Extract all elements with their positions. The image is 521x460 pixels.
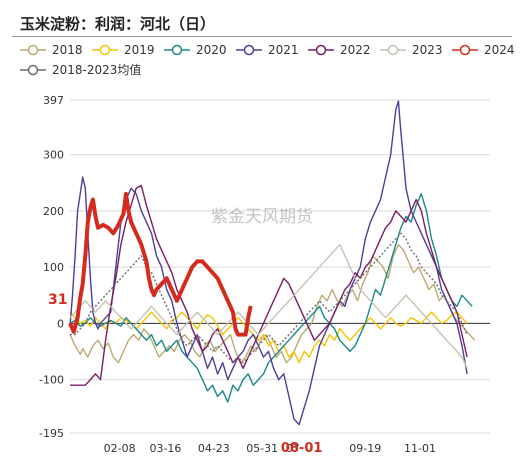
series-line (70, 184, 468, 386)
legend-swatch (452, 44, 478, 56)
x-tick-label: 11-01 (404, 442, 436, 455)
legend-label: 2018 (52, 43, 83, 57)
legend-swatch (308, 44, 334, 56)
legend-label: 2019 (124, 43, 155, 57)
legend-swatch (236, 44, 262, 56)
legend-swatch (164, 44, 190, 56)
watermark: 紫金天风期货 (211, 207, 313, 227)
legend-swatch (380, 44, 406, 56)
legend-label: 2023 (412, 43, 443, 57)
legend-swatch (20, 44, 46, 56)
x-tick-label: 05-31 (246, 442, 278, 455)
legend-swatch (92, 44, 118, 56)
legend-label: 2024 (484, 43, 515, 57)
x-tick-label: 03-16 (149, 442, 181, 455)
x-tick-label: 09-19 (349, 442, 381, 455)
x-tick-label: 04-23 (198, 442, 230, 455)
series-line (69, 100, 468, 426)
y-tick-label: 0 (57, 317, 64, 330)
y-tick-label: -100 (39, 374, 64, 387)
y-tick-label: 300 (43, 149, 64, 162)
y-axis: 397 300 200 100 0 -100 -195 (39, 94, 64, 440)
y-tick-label: 397 (43, 94, 64, 107)
series-line (69, 311, 468, 364)
y-tick-label: -195 (39, 427, 64, 440)
chart-title: 玉米淀粉：利润：河北（日） (20, 15, 216, 33)
series-line (69, 243, 476, 364)
title-bar: 玉米淀粉：利润：河北（日） (12, 6, 512, 37)
x-tick-label: 08-01 (281, 441, 323, 456)
y-tick-label: 100 (43, 261, 64, 274)
series-line (68, 191, 253, 337)
y-tick-label: 200 (43, 205, 64, 218)
legend-label: 2018-2023均值 (52, 63, 142, 77)
x-tick-label: 02-08 (104, 442, 136, 455)
grid (70, 99, 490, 434)
legend-label: 2020 (196, 43, 227, 57)
series-group (68, 100, 476, 426)
series-line (69, 243, 468, 369)
last-value-label: 31 (48, 292, 67, 308)
series-line (70, 232, 468, 364)
legend-label: 2022 (340, 43, 371, 57)
legend-label: 2021 (268, 43, 299, 57)
x-tick-label: 07 (286, 442, 300, 455)
legend-swatch (20, 64, 46, 76)
